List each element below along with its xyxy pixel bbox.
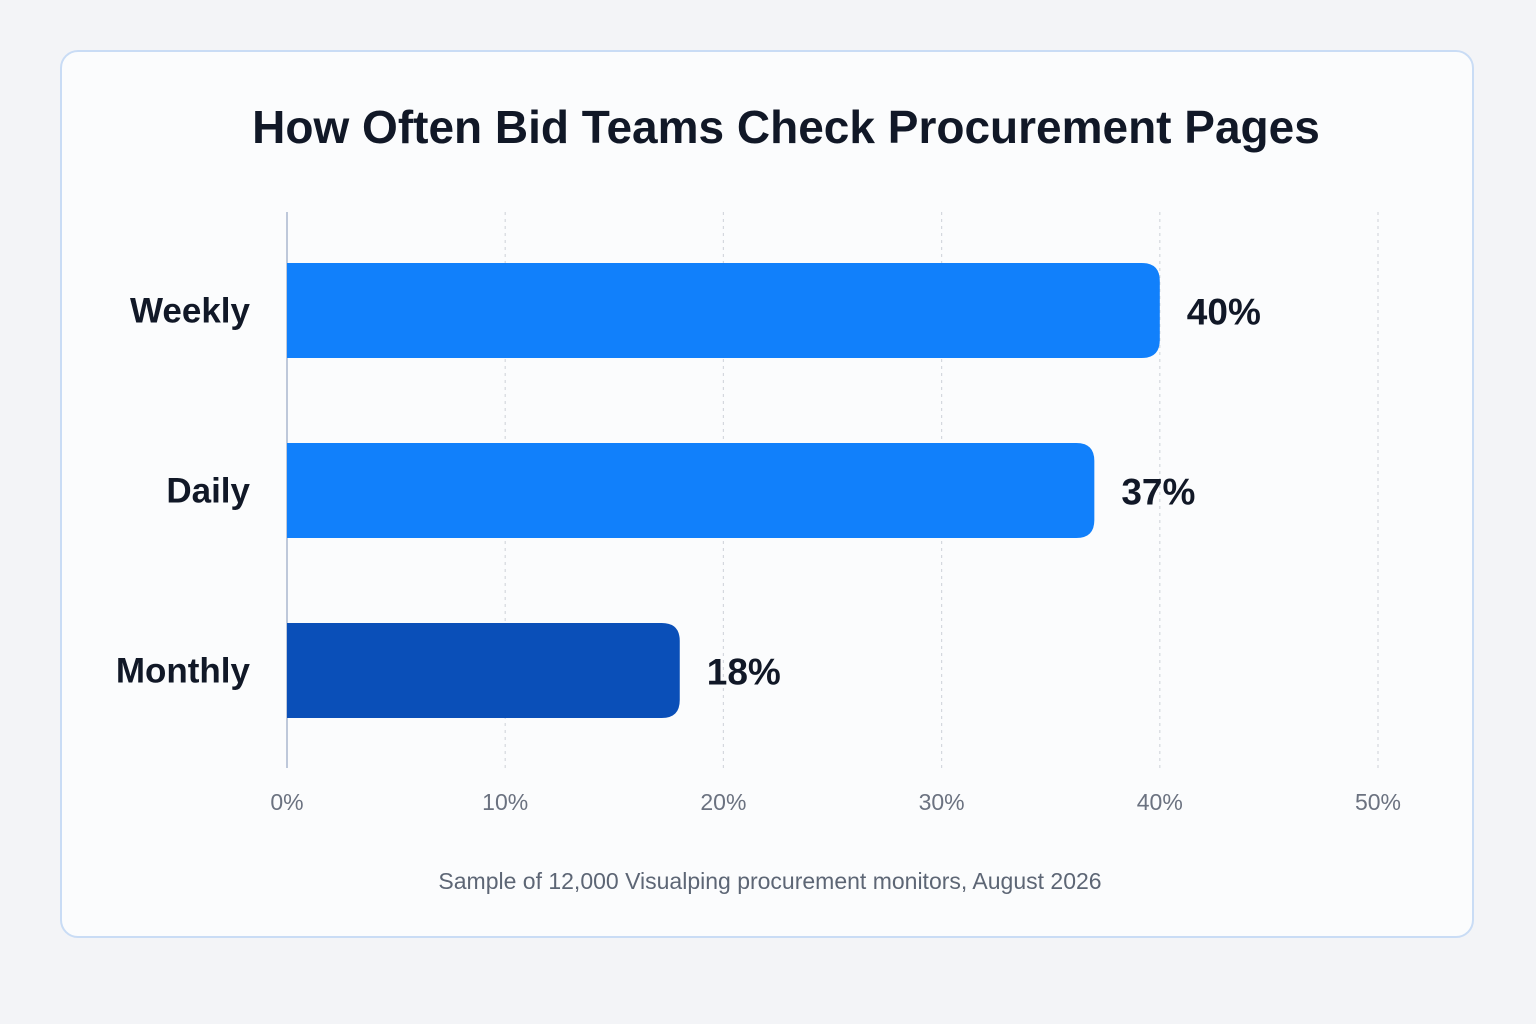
x-tick-label: 50%: [1355, 789, 1401, 815]
value-labels: 40% 37% 18%: [707, 292, 1261, 693]
chart-caption: Sample of 12,000 Visualping procurement …: [438, 868, 1101, 894]
x-tick-label: 40%: [1137, 789, 1183, 815]
x-tick-labels: 0% 10% 20% 30% 40% 50%: [270, 789, 1401, 815]
chart-title: How Often Bid Teams Check Procurement Pa…: [252, 101, 1320, 153]
bar-monthly: [287, 623, 680, 718]
category-labels: Weekly Daily Monthly: [116, 292, 251, 691]
category-label: Weekly: [130, 292, 251, 331]
bars: [287, 263, 1160, 718]
value-label: 40%: [1187, 292, 1261, 333]
category-label: Monthly: [116, 652, 251, 691]
x-tick-label: 0%: [270, 789, 303, 815]
x-tick-label: 30%: [919, 789, 965, 815]
value-label: 37%: [1121, 472, 1195, 513]
bar-weekly: [287, 263, 1160, 358]
value-label: 18%: [707, 652, 781, 693]
bar-daily: [287, 443, 1095, 538]
category-label: Daily: [166, 472, 250, 511]
x-tick-label: 20%: [700, 789, 746, 815]
x-tick-label: 10%: [482, 789, 528, 815]
